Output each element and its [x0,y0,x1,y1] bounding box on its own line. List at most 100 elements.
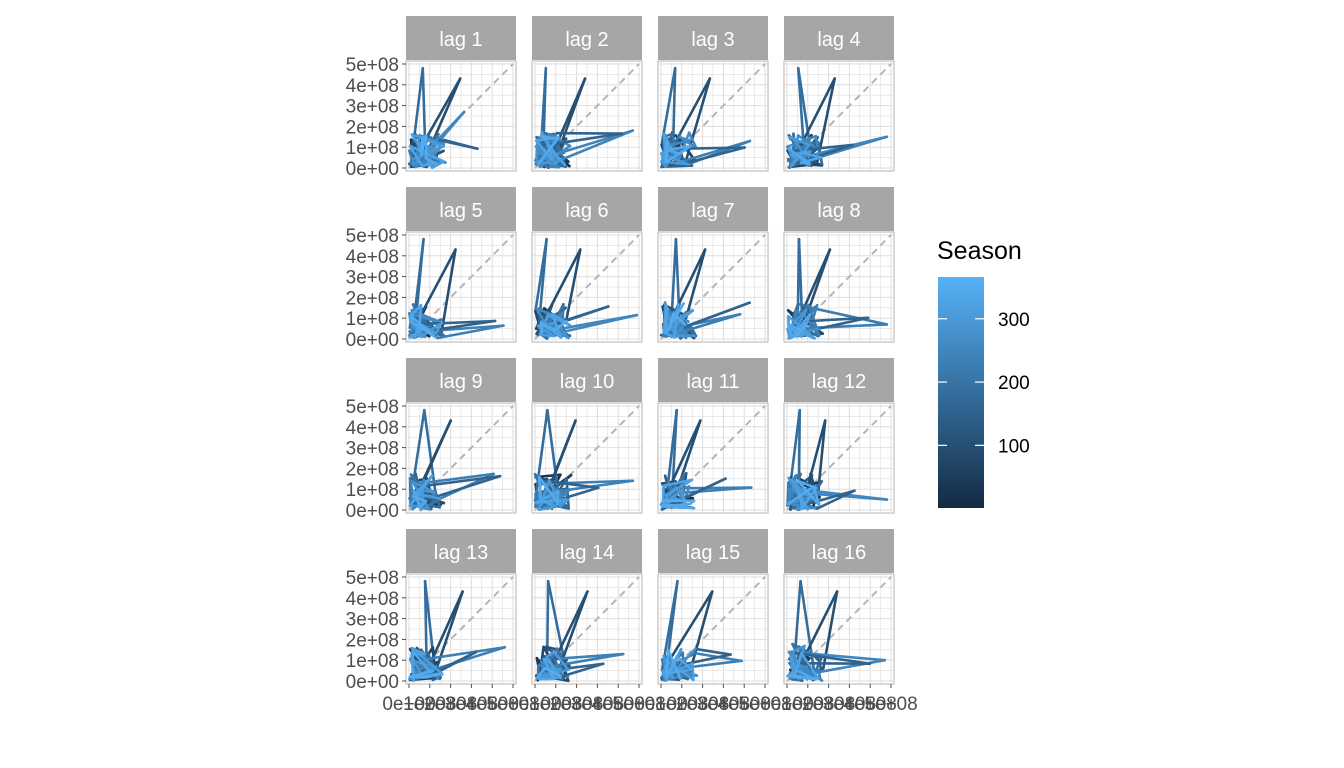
facet-strip [532,187,642,231]
series-segment [557,324,570,340]
series-segment [787,144,793,151]
series-segment [549,129,635,166]
facet-strip [532,529,642,573]
series-segment [667,649,682,680]
series-segment [543,666,562,678]
series-segment [795,322,807,338]
series-segment [790,313,812,339]
series-segment [419,135,425,156]
facet-strip [658,187,768,231]
facet-panel: lag 2 [531,16,643,172]
facet-strip [658,529,768,573]
series-segment [533,408,549,502]
series-segment [535,490,560,504]
y-tick-label: 4e+08 [346,418,399,439]
series-segment [534,479,635,496]
facet-strip-label: lag 1 [439,29,482,51]
series-segment [436,138,479,151]
x-tick-label: 2e+08 [676,694,729,715]
y-tick-label: 5e+08 [346,397,399,418]
legend-ticks: 100 200 300 [938,310,1030,457]
x-tick-label: 1e+08 [529,694,582,715]
facet-panel: lag 6 [531,187,643,343]
series-segment [660,502,692,508]
series-segment [409,473,421,485]
series-segment [417,319,497,326]
facet-panel: lag 11 [657,358,769,514]
series-segment [425,157,438,165]
x-axis: 0e+001e+082e+083e+084e+085e+080e+001e+08… [382,684,918,715]
series-segment [787,476,796,490]
series-segment [439,248,457,336]
series-segment [535,139,539,163]
x-tick-label: 5e+08 [612,694,665,715]
y-tick-label: 5e+08 [346,55,399,76]
series-segment [558,498,570,508]
legend-tick-label: 100 [998,436,1030,457]
x-tick-label: 0e+00 [760,694,813,715]
series-segment [545,579,550,666]
series-segment [534,237,548,313]
series-segment [800,151,823,159]
y-tick-label: 0e+00 [346,159,399,180]
series-segment [434,321,443,335]
series-segment [410,646,443,675]
series-segment [671,66,677,143]
series-segment [787,324,801,330]
facet-strip-label: lag 6 [565,200,608,222]
y-tick-label: 1e+08 [346,138,399,159]
x-tick-label: 2e+08 [550,694,603,715]
series-segment [552,650,570,671]
y-tick-label: 0e+00 [346,330,399,351]
y-tick-label: 1e+08 [346,651,399,672]
series-segment [812,485,821,507]
series-segment [421,489,436,494]
series-segment [683,77,712,166]
x-tick-label: 2e+08 [802,694,855,715]
x-tick-label: 4e+08 [844,694,897,715]
series-segment [673,303,680,339]
series-segment [804,316,870,323]
series-segment [425,672,444,679]
series-segment [537,475,542,500]
series-segment [539,323,558,332]
facet-strip-label: lag 7 [691,200,734,222]
series-segment [538,333,556,338]
series-segment [408,330,421,339]
series-segment [420,162,438,167]
series-segment [559,652,625,660]
facet-panel: lag 5 [405,187,517,343]
y-tick-label: 1e+08 [346,309,399,330]
series-segment [547,132,572,148]
series-segment [792,302,800,316]
facet-strip [784,16,894,60]
series-segment [786,481,790,507]
series-segment [789,656,798,671]
series-segment [665,144,692,164]
x-tick-label: 3e+08 [823,694,876,715]
y-tick-label: 3e+08 [346,97,399,118]
legend-tick-label: 300 [998,310,1030,331]
x-tick-label: 5e+08 [738,694,791,715]
series-segment [550,312,563,339]
series-segment [800,652,820,680]
y-tick-label: 4e+08 [346,247,399,268]
series-segment [412,474,434,498]
facet-strip-label: lag 11 [686,371,739,393]
series-segment [687,131,698,150]
y-tick-label: 4e+08 [346,76,399,97]
series-segment [408,144,424,167]
x-tick-label: 5e+08 [486,694,539,715]
facet-strip-label: lag 9 [439,371,482,393]
x-tick-label: 1e+08 [781,694,834,715]
facet-strip [784,358,894,402]
series-segment [673,333,696,338]
facet-panel: lag 15 [657,529,769,685]
facet-strip-label: lag 12 [812,371,867,393]
x-tick-label: 3e+08 [445,694,498,715]
series-segment [431,160,446,170]
x-tick-label: 0e+00 [382,694,435,715]
series-segment [797,489,856,508]
series-segment [410,303,423,317]
facet-panels: lag 1 lag 2 lag 3 lag 4 lag 5 lag 6 lag 7 lag 8… [405,16,895,685]
